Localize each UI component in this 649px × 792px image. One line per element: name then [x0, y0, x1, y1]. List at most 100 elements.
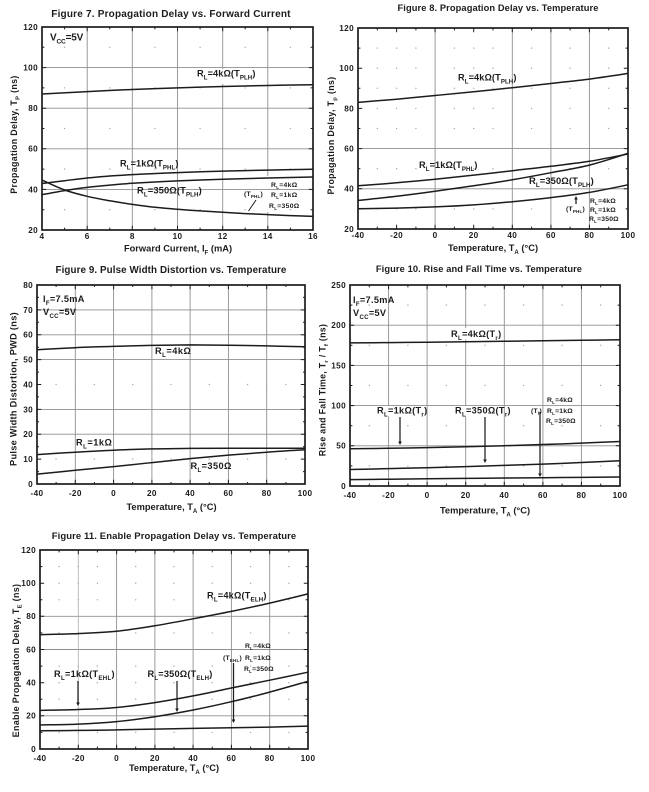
svg-text:RL=1kΩ: RL=1kΩ: [271, 192, 298, 200]
svg-text:-40: -40: [352, 231, 365, 240]
svg-text:40: 40: [507, 231, 517, 240]
svg-text:40: 40: [499, 491, 509, 500]
svg-text:150: 150: [331, 361, 346, 370]
svg-text:RL=350Ω(TELH): RL=350Ω(TELH): [148, 669, 213, 682]
svg-text:VCC=5V: VCC=5V: [43, 307, 77, 320]
svg-text:200: 200: [331, 321, 346, 330]
svg-text:Propagation Delay, TP (ns): Propagation Delay, TP (ns): [9, 75, 22, 193]
svg-text:0: 0: [341, 482, 346, 491]
svg-text:(Tf): (Tf): [531, 408, 542, 416]
svg-text:RL=1kΩ(TEHL): RL=1kΩ(TEHL): [54, 669, 115, 682]
svg-text:RL=350Ω: RL=350Ω: [546, 418, 576, 426]
svg-text:RL=4kΩ(TPLH): RL=4kΩ(TPLH): [197, 69, 255, 82]
svg-text:0: 0: [31, 745, 36, 754]
svg-text:20: 20: [23, 430, 33, 439]
svg-text:12: 12: [218, 232, 228, 241]
svg-text:RL=350Ω(Tr): RL=350Ω(Tr): [455, 406, 511, 419]
svg-text:RL=1kΩ: RL=1kΩ: [547, 408, 573, 416]
svg-text:80: 80: [26, 612, 36, 621]
svg-text:Figure 10. Rise and Fall Time: Figure 10. Rise and Fall Time vs. Temper…: [376, 264, 582, 274]
svg-text:16: 16: [308, 232, 318, 241]
svg-text:100: 100: [21, 579, 36, 588]
svg-text:40: 40: [344, 185, 354, 194]
svg-text:60: 60: [546, 231, 556, 240]
svg-text:30: 30: [23, 405, 33, 414]
svg-text:RL=4kΩ: RL=4kΩ: [245, 643, 271, 651]
svg-text:Figure 11. Enable Propagation: Figure 11. Enable Propagation Delay vs. …: [52, 531, 297, 542]
svg-text:RL=4kΩ(TPLH): RL=4kΩ(TPLH): [458, 73, 516, 86]
svg-text:0: 0: [425, 491, 430, 500]
svg-text:Figure 7. Propagation Delay vs: Figure 7. Propagation Delay vs. Forward …: [51, 9, 291, 20]
svg-text:40: 40: [26, 679, 36, 688]
svg-text:Temperature, TA (°C): Temperature, TA (°C): [448, 243, 538, 256]
svg-text:Pulse Width Distortion, PWD (n: Pulse Width Distortion, PWD (ns): [9, 312, 19, 466]
svg-text:RL=4kΩ(TELH): RL=4kΩ(TELH): [207, 591, 267, 604]
svg-text:-20: -20: [390, 231, 403, 240]
svg-text:Propagation Delay, Tp (ns): Propagation Delay, Tp (ns): [326, 76, 339, 194]
svg-text:(TEHL): (TEHL): [223, 655, 242, 663]
svg-text:RL=4kΩ: RL=4kΩ: [590, 198, 616, 206]
svg-text:100: 100: [621, 231, 636, 240]
svg-text:RL=350Ω(TPLH): RL=350Ω(TPLH): [137, 185, 202, 199]
svg-text:Temperature, TA (°C): Temperature, TA (°C): [129, 763, 219, 776]
svg-text:120: 120: [23, 23, 38, 32]
svg-text:60: 60: [26, 645, 36, 654]
svg-text:RL=4kΩ: RL=4kΩ: [155, 346, 191, 359]
svg-text:100: 100: [298, 489, 313, 498]
svg-text:60: 60: [344, 145, 354, 154]
svg-text:80: 80: [265, 754, 275, 763]
svg-text:RL=350Ω: RL=350Ω: [244, 666, 274, 674]
svg-text:Temperature, TA (°C): Temperature, TA (°C): [440, 506, 530, 519]
svg-text:20: 20: [26, 712, 36, 721]
svg-text:100: 100: [301, 754, 316, 763]
svg-text:Figure 9. Pulse Width Distorti: Figure 9. Pulse Width Distortion vs. Tem…: [56, 265, 287, 276]
svg-text:Forward Current, IF (mA): Forward Current, IF (mA): [124, 244, 232, 257]
svg-text:60: 60: [28, 145, 38, 154]
svg-text:100: 100: [23, 64, 38, 73]
svg-text:10: 10: [173, 232, 183, 241]
svg-text:250: 250: [331, 281, 346, 290]
svg-text:(TPHL): (TPHL): [244, 191, 263, 199]
svg-text:Figure 8. Propagation Delay vs: Figure 8. Propagation Delay vs. Temperat…: [398, 3, 599, 13]
svg-text:20: 20: [344, 225, 354, 234]
svg-text:80: 80: [23, 281, 33, 290]
svg-text:Temperature, TA (°C): Temperature, TA (°C): [126, 502, 216, 515]
svg-text:20: 20: [461, 491, 471, 500]
svg-text:0: 0: [114, 754, 119, 763]
svg-text:120: 120: [339, 24, 354, 33]
svg-text:80: 80: [262, 489, 272, 498]
svg-text:60: 60: [23, 331, 33, 340]
svg-text:6: 6: [85, 232, 90, 241]
svg-text:60: 60: [223, 489, 233, 498]
svg-text:0: 0: [28, 480, 33, 489]
svg-text:20: 20: [469, 231, 479, 240]
svg-text:RL=1kΩ: RL=1kΩ: [245, 655, 271, 663]
svg-text:100: 100: [331, 402, 346, 411]
svg-text:20: 20: [28, 226, 38, 235]
svg-text:0: 0: [433, 231, 438, 240]
svg-text:RL=350Ω(TPLH): RL=350Ω(TPLH): [529, 175, 594, 189]
svg-text:RL=350Ω: RL=350Ω: [589, 216, 619, 224]
svg-text:RL=1kΩ: RL=1kΩ: [76, 438, 112, 451]
svg-text:0: 0: [111, 489, 116, 498]
svg-text:80: 80: [576, 491, 586, 500]
svg-text:-20: -20: [69, 489, 82, 498]
svg-text:14: 14: [263, 232, 273, 241]
svg-text:-20: -20: [382, 491, 395, 500]
svg-text:80: 80: [344, 104, 354, 113]
svg-text:RL=350Ω: RL=350Ω: [269, 203, 300, 211]
svg-text:10: 10: [23, 455, 33, 464]
svg-text:100: 100: [339, 64, 354, 73]
svg-text:RL=4kΩ(Tr): RL=4kΩ(Tr): [451, 329, 501, 342]
svg-text:VCC=5V: VCC=5V: [353, 308, 387, 321]
svg-text:50: 50: [336, 442, 346, 451]
svg-text:RL=1kΩ(TPHL): RL=1kΩ(TPHL): [120, 159, 178, 172]
svg-text:80: 80: [28, 104, 38, 113]
svg-text:70: 70: [23, 306, 33, 315]
svg-text:IF=7.5mA: IF=7.5mA: [353, 295, 395, 308]
svg-text:-40: -40: [344, 491, 357, 500]
svg-text:RL=1kΩ(TPHL): RL=1kΩ(TPHL): [419, 160, 477, 173]
svg-text:100: 100: [613, 491, 628, 500]
svg-text:-20: -20: [72, 754, 85, 763]
svg-text:8: 8: [130, 232, 135, 241]
